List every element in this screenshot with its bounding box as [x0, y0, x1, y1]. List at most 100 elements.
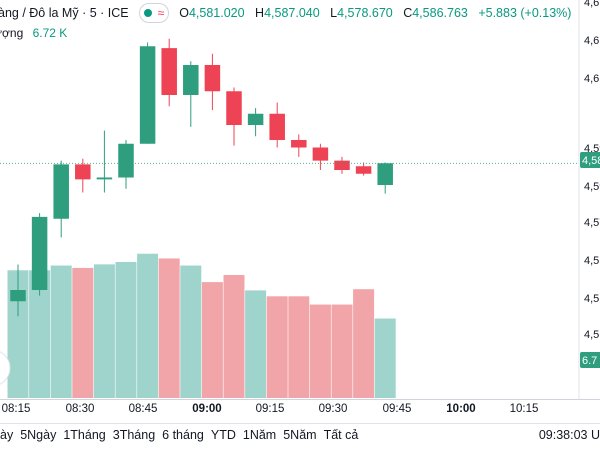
volume-bar	[7, 270, 29, 398]
candle	[247, 108, 264, 137]
candle-body	[75, 164, 91, 180]
candle	[10, 264, 26, 317]
candle-body	[269, 113, 285, 140]
volume-legend: ượng 6.72 K	[0, 26, 67, 40]
time-tick-label: 09:45	[383, 403, 412, 415]
volume-bar	[223, 275, 245, 398]
range-5y[interactable]: 5Năm	[283, 428, 317, 442]
time-axis: 08:15 08:30 08:45 09:00 09:15 09:30 09:45 10:00…	[0, 399, 600, 424]
range-3m[interactable]: 3Tháng	[112, 428, 156, 442]
volume-value: 6.72 K	[32, 26, 68, 40]
delay-wave-icon: ≈	[157, 6, 165, 20]
volume-bar	[266, 296, 288, 398]
time-tick-label: 10:00	[446, 403, 475, 415]
candle-body	[139, 46, 156, 144]
scroll-back-button[interactable]	[0, 350, 11, 386]
time-tick-label: 10:15	[510, 403, 539, 415]
range-5d[interactable]: 5Ngày	[20, 428, 57, 442]
candle-body	[118, 143, 134, 178]
range-ytd[interactable]: YTD	[210, 428, 236, 442]
volume-bar	[72, 267, 94, 398]
candle	[161, 38, 177, 107]
candle	[334, 156, 350, 174]
market-open-dot-icon	[143, 9, 152, 17]
current-price-label: 4,58	[582, 155, 600, 167]
candle-body	[247, 113, 264, 125]
candle-body	[355, 166, 372, 174]
range-all[interactable]: Tất cả	[323, 428, 359, 442]
chart-legend: àng / Đô la Mỹ · 5 · ICE ≈ O4,581.020 H4…	[0, 0, 578, 26]
volume-bar	[245, 290, 267, 398]
price-tick-label: 4,5	[584, 293, 599, 305]
volume-bar	[93, 264, 115, 398]
time-tick-label: 09:00	[192, 403, 221, 415]
volume-label: ượng	[0, 26, 24, 40]
volume-bar	[137, 253, 159, 398]
price-tick-label: 4,59	[584, 181, 600, 193]
candle	[291, 134, 307, 157]
candle-body	[53, 164, 69, 219]
price-axis: 4,64,64,64,594,594,574,54,54,5	[578, 0, 600, 400]
time-tick-label: 08:45	[129, 403, 158, 415]
range-1y[interactable]: 1Năm	[242, 428, 277, 442]
time-tick-label: 09:15	[256, 403, 285, 415]
candle-body	[312, 147, 329, 161]
candle-body	[204, 65, 221, 92]
candle	[31, 213, 48, 296]
price-tick-label: 4,57	[584, 217, 600, 229]
price-tick-label: 4,6	[584, 73, 599, 85]
candle	[75, 158, 91, 193]
candle	[53, 160, 69, 238]
candle-body	[183, 65, 199, 95]
candle	[139, 42, 156, 144]
current-volume-badge: 6.7	[580, 352, 600, 368]
range-1d[interactable]: ày	[0, 428, 14, 442]
volume-bar	[309, 304, 331, 398]
volume-bar	[158, 258, 180, 398]
candle	[269, 102, 285, 148]
range-6m[interactable]: 6 tháng	[162, 428, 204, 442]
volume-bar	[331, 304, 353, 398]
price-tick-label: 4,6	[584, 35, 599, 47]
time-tick-label: 09:30	[319, 403, 348, 415]
clock[interactable]: 09:38:03 U	[538, 428, 600, 442]
symbol-title[interactable]: àng / Đô la Mỹ · 5 · ICE	[0, 6, 129, 20]
volume-bar	[29, 270, 51, 398]
candle-body	[291, 140, 307, 148]
candle-body	[377, 163, 393, 185]
candle	[118, 140, 134, 189]
change-value: +5.883 (+0.13%)	[478, 6, 572, 20]
candle-body	[96, 177, 113, 180]
open-value: 4,581.020	[188, 6, 245, 20]
range-selector: ày 5Ngày 1Tháng 3Tháng 6 tháng YTD 1Năm …	[0, 428, 365, 442]
market-status-pill[interactable]: ≈	[138, 3, 170, 23]
candle	[226, 87, 242, 146]
low-value: 4,578.670	[337, 6, 393, 20]
candle	[183, 61, 199, 127]
volume-bars	[7, 253, 396, 398]
candle-body	[31, 216, 48, 290]
volume-bar	[288, 296, 310, 398]
candle	[312, 143, 329, 170]
current-volume-label: 6.7	[582, 355, 597, 367]
volume-bar	[201, 282, 223, 398]
time-tick-label: 08:30	[66, 403, 95, 415]
price-tick-label: 4,5	[584, 329, 599, 341]
volume-bar	[374, 318, 396, 398]
candlesticks	[10, 38, 393, 317]
candle-body	[161, 48, 177, 95]
volume-bar	[180, 265, 202, 398]
price-tick-label: 4,5	[584, 255, 599, 267]
close-value: 4,586.763	[412, 6, 468, 20]
candle-body	[226, 91, 242, 125]
candle-body	[334, 160, 350, 170]
candle-body	[10, 290, 26, 302]
current-price-badge: 4,58	[580, 152, 600, 168]
volume-bar	[353, 289, 375, 398]
price-tick-label: 4,6	[584, 0, 599, 9]
candle	[377, 162, 393, 194]
candle	[355, 162, 372, 176]
high-value: 4,587.040	[264, 6, 320, 20]
range-1m[interactable]: 1Tháng	[63, 428, 106, 442]
